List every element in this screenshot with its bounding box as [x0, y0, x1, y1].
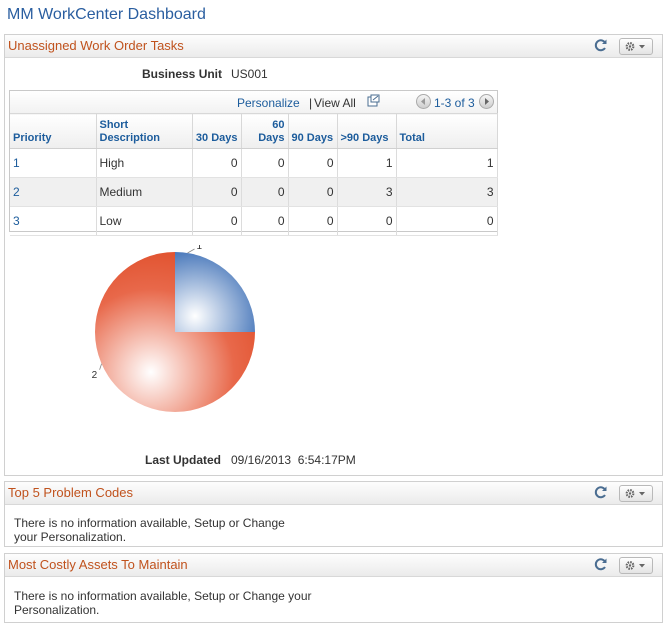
- new-window-icon[interactable]: [367, 94, 380, 107]
- last-updated-label: Last Updated: [145, 453, 222, 467]
- prev-arrow-icon[interactable]: [416, 94, 431, 109]
- pie-slice-2[interactable]: [95, 252, 255, 412]
- gear-icon: [625, 489, 635, 498]
- refresh-icon[interactable]: [594, 38, 608, 52]
- column-header-30-days[interactable]: 30 Days: [192, 113, 242, 149]
- pie-leader-line: [99, 363, 102, 370]
- priority-link[interactable]: 1: [10, 148, 97, 178]
- column-header-over-90-days[interactable]: >90 Days: [337, 113, 397, 149]
- work-order-table: Priority Short Description 30 Days 60 Da…: [10, 113, 498, 236]
- days-90-cell: 0: [288, 177, 338, 207]
- no-information-message: There is no information available, Setup…: [14, 516, 285, 544]
- pagelet-header: Top 5 Problem Codes: [5, 482, 662, 505]
- work-order-grid: Personalize | View All 1-3 of 3 Priority…: [9, 90, 498, 236]
- last-updated-value: 09/16/2013 6:54:17PM: [231, 453, 356, 467]
- table-row: 3 Low 0 0 0 0 0: [10, 206, 498, 236]
- priority-link[interactable]: 3: [10, 206, 97, 236]
- column-header-priority[interactable]: Priority: [10, 113, 97, 149]
- total-cell: 3: [396, 177, 498, 207]
- refresh-icon[interactable]: [594, 557, 608, 571]
- total-cell: 1: [396, 148, 498, 178]
- table-row: 1 High 0 0 0 1 1: [10, 148, 498, 178]
- pie-label: 1: [197, 245, 203, 252]
- column-header-short-description[interactable]: Short Description: [96, 113, 193, 149]
- pagelet-title: Most Costly Assets To Maintain: [8, 557, 188, 572]
- business-unit-label: Business Unit: [142, 67, 223, 81]
- top-5-problem-codes-pagelet: Top 5 Problem Codes There is no informat…: [4, 481, 663, 547]
- next-arrow-icon[interactable]: [479, 94, 494, 109]
- pie-label: 2: [92, 370, 98, 381]
- row-range-text: 1-3 of 3: [434, 96, 475, 110]
- short-description-cell: High: [96, 148, 193, 178]
- pagelet-title: Top 5 Problem Codes: [8, 485, 134, 500]
- page-title: MM WorkCenter Dashboard: [7, 6, 206, 23]
- no-information-message: There is no information available, Setup…: [14, 589, 312, 617]
- view-all-link[interactable]: View All: [314, 96, 356, 110]
- pagelet-options-button[interactable]: [619, 38, 653, 55]
- personalize-link[interactable]: Personalize: [237, 96, 300, 110]
- days-90-cell: 0: [288, 148, 338, 178]
- priority-link[interactable]: 2: [10, 177, 97, 207]
- unassigned-work-order-tasks-pagelet: Unassigned Work Order Tasks Business Uni…: [4, 34, 663, 476]
- days-60-cell: 0: [241, 148, 289, 178]
- column-header-60-days[interactable]: 60 Days: [241, 113, 289, 149]
- gear-icon: [625, 42, 635, 51]
- chevron-down-icon: [639, 45, 645, 49]
- pagelet-header: Most Costly Assets To Maintain: [5, 554, 662, 577]
- short-description-cell: Medium: [96, 177, 193, 207]
- nav-separator: |: [309, 96, 313, 110]
- days-over-90-cell: 3: [337, 177, 397, 207]
- pagelet-options-button[interactable]: [619, 485, 653, 502]
- days-60-cell: 0: [241, 206, 289, 236]
- pie-slice-1[interactable]: [175, 252, 255, 332]
- priority-pie-chart: 12: [92, 245, 255, 412]
- business-unit-value: US001: [231, 67, 268, 81]
- table-row: 2 Medium 0 0 0 3 3: [10, 177, 498, 207]
- pagelet-title: Unassigned Work Order Tasks: [8, 38, 184, 53]
- days-over-90-cell: 1: [337, 148, 397, 178]
- short-description-cell: Low: [96, 206, 193, 236]
- most-costly-assets-pagelet: Most Costly Assets To Maintain There is …: [4, 553, 663, 623]
- pagelet-options-button[interactable]: [619, 557, 653, 574]
- gear-icon: [625, 561, 635, 570]
- days-60-cell: 0: [241, 177, 289, 207]
- refresh-icon[interactable]: [594, 485, 608, 499]
- column-header-90-days[interactable]: 90 Days: [288, 113, 338, 149]
- days-30-cell: 0: [192, 148, 242, 178]
- days-over-90-cell: 0: [337, 206, 397, 236]
- days-30-cell: 0: [192, 177, 242, 207]
- pie-leader-line: [187, 248, 195, 254]
- pagelet-header: Unassigned Work Order Tasks: [5, 35, 662, 58]
- grid-navigation: Personalize | View All 1-3 of 3: [10, 91, 497, 113]
- total-cell: 0: [396, 206, 498, 236]
- chevron-down-icon: [639, 492, 645, 496]
- days-30-cell: 0: [192, 206, 242, 236]
- chevron-down-icon: [639, 564, 645, 568]
- days-90-cell: 0: [288, 206, 338, 236]
- column-header-total[interactable]: Total: [396, 113, 498, 149]
